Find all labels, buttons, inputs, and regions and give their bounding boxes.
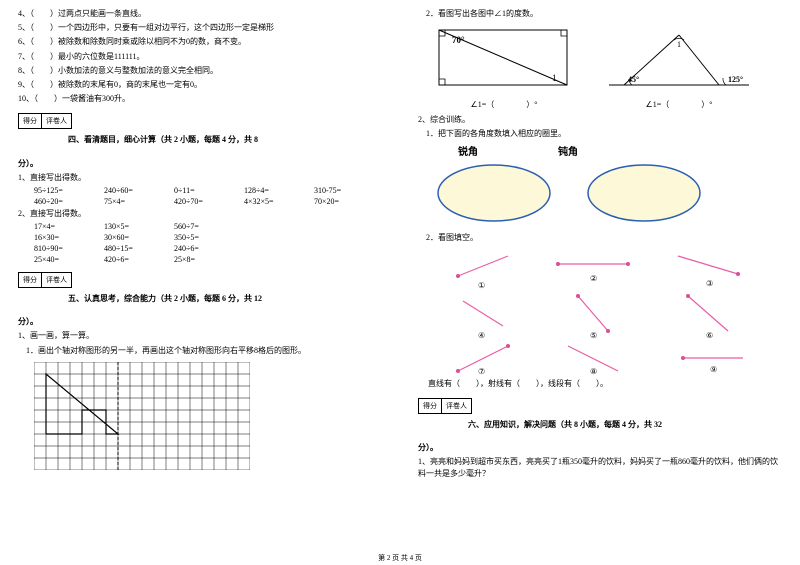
calc-row: 810÷90= 480÷15= 240÷6= bbox=[18, 244, 382, 253]
judgment-item: 8、（ ）小数加法的意义与整数加法的意义完全相同。 bbox=[18, 65, 382, 76]
judgment-item: 6、（ ）被除数和除数同时乘或除以相同不为0的数，商不变。 bbox=[18, 36, 382, 47]
svg-text:⑨: ⑨ bbox=[710, 365, 717, 374]
app-q1: 1、亮亮和妈妈到超市买东西，亮亮买了1瓶350毫升的饮料，妈妈买了一瓶860毫升… bbox=[418, 456, 782, 478]
calc-cell: 75×4= bbox=[104, 197, 152, 206]
score-table: 得分 评卷人 bbox=[418, 398, 472, 414]
score-label: 得分 bbox=[19, 114, 42, 128]
line-shapes: ① ② ③ ④ ⑤ ⑥ ⑦ ⑧ ⑨ bbox=[418, 246, 782, 378]
score-label: 得分 bbox=[419, 399, 442, 413]
angle-45-label: 45° bbox=[628, 75, 639, 84]
calc-cell: 310-75= bbox=[314, 186, 362, 195]
grader-label: 评卷人 bbox=[442, 399, 471, 413]
judgment-list: 4、（ ）过两点只能画一条直线。 5、（ ）一个四边形中，只要有一组对边平行，这… bbox=[18, 8, 382, 104]
calc-cell: 130×5= bbox=[104, 222, 152, 231]
angle-1-label: 1 bbox=[552, 73, 557, 83]
svg-text:③: ③ bbox=[706, 279, 713, 288]
calc2-title: 2、直接写出得数。 bbox=[18, 208, 382, 219]
section-4-suffix: 分）。 bbox=[18, 158, 382, 169]
score-label: 得分 bbox=[19, 273, 42, 287]
section-5-suffix: 分）。 bbox=[18, 316, 382, 327]
svg-text:②: ② bbox=[590, 274, 597, 283]
grader-label: 评卷人 bbox=[42, 273, 71, 287]
calc1-title: 1、直接写出得数。 bbox=[18, 172, 382, 183]
calc-cell: 240÷60= bbox=[104, 186, 152, 195]
calc-cell: 240÷6= bbox=[174, 244, 222, 253]
calc-cell: 70×20= bbox=[314, 197, 362, 206]
calc-row: 16×30= 30×60= 350÷5= bbox=[18, 233, 382, 242]
angle-formula: ∠1=（ ）° bbox=[604, 99, 754, 110]
acute-title: 锐角 bbox=[458, 143, 478, 158]
calc-cell: 350÷5= bbox=[174, 233, 222, 242]
svg-text:①: ① bbox=[478, 281, 485, 290]
left-column: 4、（ ）过两点只能画一条直线。 5、（ ）一个四边形中，只要有一组对边平行，这… bbox=[0, 0, 400, 565]
rectangle-figure: 70° 1 ∠1=（ ）° bbox=[434, 25, 574, 110]
svg-text:⑧: ⑧ bbox=[590, 367, 597, 376]
calc-row: 25×40= 420÷6= 25×8= bbox=[18, 255, 382, 264]
judgment-item: 5、（ ）一个四边形中，只要有一组对边平行，这个四边形一定是梯形 bbox=[18, 22, 382, 33]
calc-cell: 128÷4= bbox=[244, 186, 292, 195]
calc-cell: 30×60= bbox=[104, 233, 152, 242]
triangle-figure: 45° 1 125° ∠1=（ ）° bbox=[604, 25, 754, 110]
calc-cell: 460÷20= bbox=[34, 197, 82, 206]
judgment-item: 10、（ ）一袋酱油有300升。 bbox=[18, 93, 382, 104]
judgment-item: 9、（ ）被除数的末尾有0，商的末尾也一定有0。 bbox=[18, 79, 382, 90]
ellipse-row bbox=[434, 162, 782, 224]
obtuse-title: 钝角 bbox=[558, 143, 578, 158]
calc-row: 95÷125= 240÷60= 0÷11= 128÷4= 310-75= bbox=[18, 186, 382, 195]
section-4-title: 四、看清题目，细心计算（共 2 小题，每题 4 分，共 8 bbox=[68, 135, 258, 144]
section-6-title: 六、应用知识，解决问题（共 8 小题，每题 4 分，共 32 bbox=[468, 420, 662, 429]
section-6-suffix: 分）。 bbox=[418, 442, 782, 453]
ellipse-acute bbox=[434, 162, 554, 224]
svg-text:⑦: ⑦ bbox=[478, 367, 485, 376]
calc-cell: 95÷125= bbox=[34, 186, 82, 195]
score-table: 得分 评卷人 bbox=[18, 113, 72, 129]
calc-row: 17×4= 130×5= 560÷7= bbox=[18, 222, 382, 231]
calc-cell: 17×4= bbox=[34, 222, 82, 231]
calc-cell: 4×32×5= bbox=[244, 197, 292, 206]
calc-cell: 480÷15= bbox=[104, 244, 152, 253]
q1-sub: 1．画出个轴对称图形的另一半，再画出这个轴对称图形向右平移8格后的图形。 bbox=[18, 345, 382, 356]
train-sub1: 1．把下面的各角度数填入相应的圈里。 bbox=[418, 128, 782, 139]
svg-text:④: ④ bbox=[478, 331, 485, 340]
shape-titles: 锐角 钝角 bbox=[418, 143, 782, 158]
calc-cell: 810÷90= bbox=[34, 244, 82, 253]
angle-70-label: 70° bbox=[452, 35, 465, 45]
train-title: 2、综合训练。 bbox=[418, 114, 782, 125]
calc-cell: 560÷7= bbox=[174, 222, 222, 231]
page-footer: 第 2 页 共 4 页 bbox=[0, 553, 800, 563]
judgment-item: 4、（ ）过两点只能画一条直线。 bbox=[18, 8, 382, 19]
score-table: 得分 评卷人 bbox=[18, 272, 72, 288]
fill-line: 直线有（ ），射线有（ ），线段有（ ）。 bbox=[418, 378, 782, 389]
section-5-title: 五、认真思考，综合能力（共 2 小题，每题 6 分，共 12 bbox=[68, 294, 262, 303]
angle-formula: ∠1=（ ）° bbox=[434, 99, 574, 110]
angle-125-label: 125° bbox=[728, 75, 743, 84]
calc-row: 460÷20= 75×4= 420÷70= 4×32×5= 70×20= bbox=[18, 197, 382, 206]
grid-figure bbox=[34, 362, 382, 472]
svg-text:⑥: ⑥ bbox=[706, 331, 713, 340]
angle-1-label: 1 bbox=[677, 40, 681, 49]
grader-label: 评卷人 bbox=[42, 114, 71, 128]
calc-cell: 420÷70= bbox=[174, 197, 222, 206]
judgment-item: 7、（ ）最小的六位数是111111。 bbox=[18, 51, 382, 62]
geometry-row: 70° 1 ∠1=（ ）° 45° 1 125° ∠1=（ ）° bbox=[434, 25, 782, 110]
calc-cell: 25×8= bbox=[174, 255, 222, 264]
calc-cell: 25×40= bbox=[34, 255, 82, 264]
right-column: 2．看图写出各图中∠1的度数。 70° 1 ∠1=（ ）° 45° 1 bbox=[400, 0, 800, 565]
q1-title: 1、画一画，算一算。 bbox=[18, 330, 382, 341]
calc-cell: 0÷11= bbox=[174, 186, 222, 195]
calc-cell: 16×30= bbox=[34, 233, 82, 242]
q2-title: 2．看图写出各图中∠1的度数。 bbox=[418, 8, 782, 19]
calc-cell: 420÷6= bbox=[104, 255, 152, 264]
ellipse-obtuse bbox=[584, 162, 704, 224]
train-sub2: 2．看图填空。 bbox=[418, 232, 782, 243]
svg-text:⑤: ⑤ bbox=[590, 331, 597, 340]
